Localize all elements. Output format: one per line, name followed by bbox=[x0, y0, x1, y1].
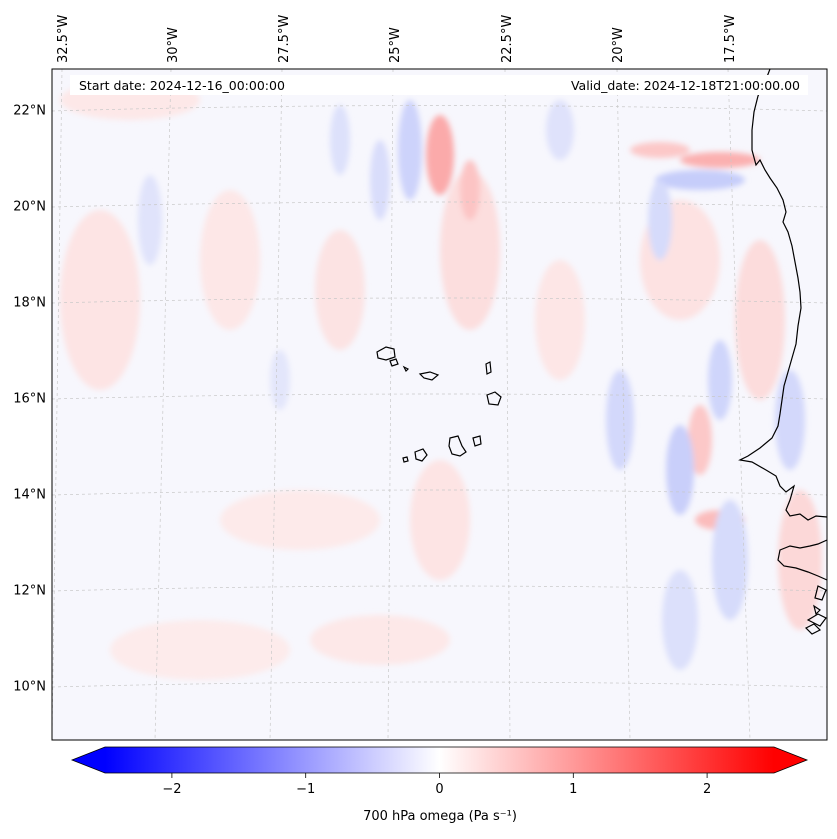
lat-label: 20°N bbox=[13, 200, 46, 215]
colorbar-tick-label: −1 bbox=[296, 782, 315, 797]
island-sao-vicente bbox=[389, 358, 399, 367]
valid-date-text: Valid_date: 2024-12-18T21:00:00.00 bbox=[571, 78, 800, 93]
island-maio bbox=[472, 435, 482, 447]
lat-label: 10°N bbox=[13, 680, 46, 695]
colorbar-tick-label: 1 bbox=[569, 782, 577, 797]
island-brava bbox=[402, 456, 409, 463]
lat-label: 22°N bbox=[13, 104, 46, 119]
colorbar-gradient bbox=[105, 747, 774, 773]
colorbar-tick-label: 2 bbox=[703, 782, 711, 797]
coastlines bbox=[376, 69, 827, 635]
lon-label: 30°W bbox=[166, 27, 181, 63]
lon-labels: 32.5°W 30°W 27.5°W 25°W 22.5°W 20°W 17.5… bbox=[56, 15, 738, 63]
map-frame bbox=[51, 68, 828, 741]
lon-label: 32.5°W bbox=[56, 15, 71, 63]
island-santiago bbox=[448, 435, 467, 457]
lat-label: 18°N bbox=[13, 296, 46, 311]
lon-label: 20°W bbox=[611, 27, 626, 63]
africa-coastline bbox=[738, 69, 827, 521]
header-box bbox=[70, 75, 808, 95]
colorbar-ticks: −2 −1 0 1 2 bbox=[162, 773, 711, 797]
lat-label: 16°N bbox=[13, 392, 46, 407]
island-santo-antao bbox=[376, 346, 396, 361]
lat-label: 14°N bbox=[13, 488, 46, 503]
island-boa-vista bbox=[486, 391, 502, 406]
colorbar-tick-label: −2 bbox=[162, 782, 181, 797]
colorbar-tick-label: 0 bbox=[435, 782, 443, 797]
colorbar: −2 −1 0 1 2 700 hPa omega (Pa s⁻¹) bbox=[70, 746, 809, 824]
island-sal bbox=[485, 361, 492, 375]
lon-label: 27.5°W bbox=[277, 15, 292, 63]
island-fogo bbox=[414, 448, 428, 462]
lat-labels: 22°N 20°N 18°N 16°N 14°N 12°N 10°N bbox=[13, 104, 46, 695]
lon-label: 22.5°W bbox=[500, 15, 515, 63]
map-panel: Start date: 2024-12-16_00:00:00 Valid_da… bbox=[51, 68, 828, 741]
graticule bbox=[52, 69, 827, 740]
colorbar-outline bbox=[70, 746, 809, 774]
colorbar-extend-high bbox=[774, 747, 807, 773]
lon-label: 17.5°W bbox=[723, 15, 738, 63]
lat-label: 12°N bbox=[13, 584, 46, 599]
guinea-bissau-coastline bbox=[777, 539, 827, 581]
colorbar-extend-low bbox=[72, 747, 105, 773]
colorbar-label: 700 hPa omega (Pa s⁻¹) bbox=[363, 809, 517, 824]
island-sao-nicolau bbox=[418, 371, 440, 381]
lon-label: 25°W bbox=[388, 27, 403, 63]
start-date-text: Start date: 2024-12-16_00:00:00 bbox=[79, 78, 285, 93]
